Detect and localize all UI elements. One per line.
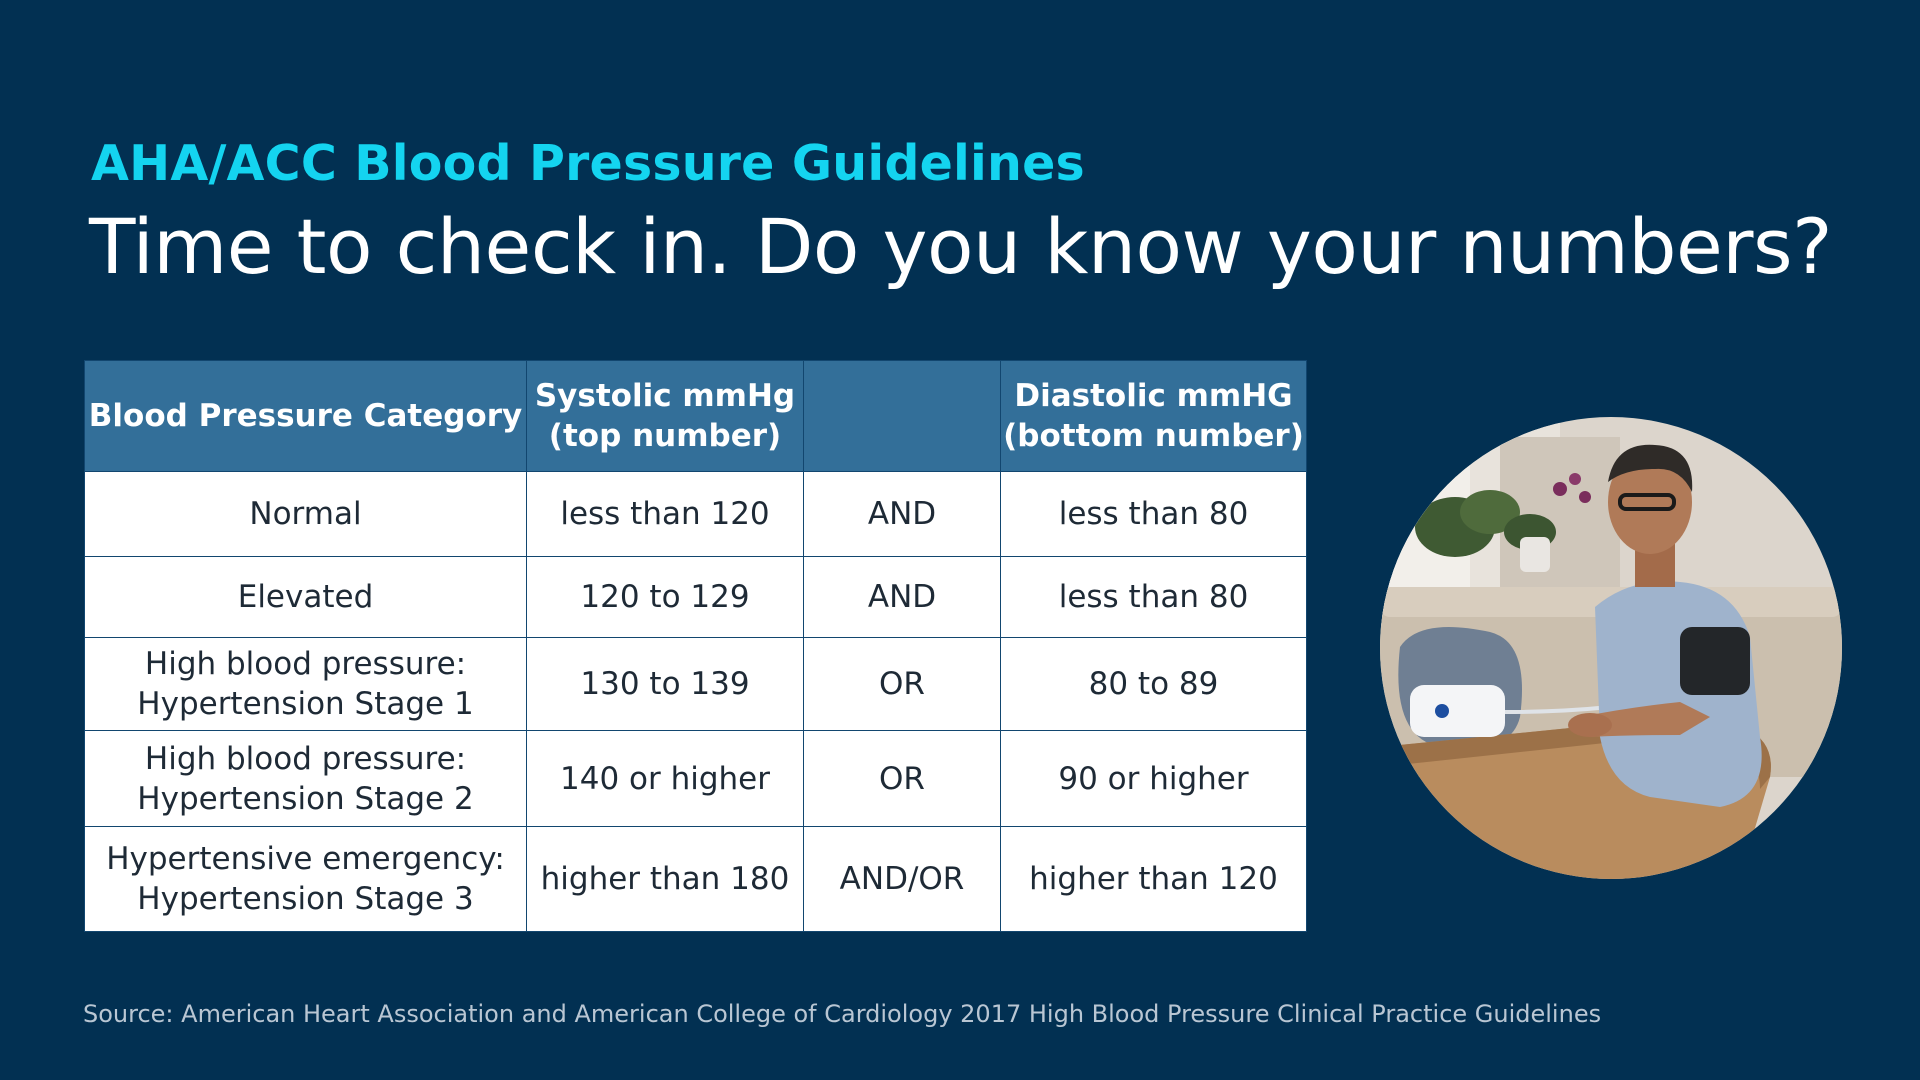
table-header-row: Blood Pressure Category Systolic mmHg (t… xyxy=(84,360,1307,472)
header-systolic: Systolic mmHg (top number) xyxy=(526,360,804,472)
table-row: Normal less than 120 AND less than 80 xyxy=(84,471,1307,557)
systolic-cell: 130 to 139 xyxy=(526,637,804,731)
blood-pressure-table: Blood Pressure Category Systolic mmHg (t… xyxy=(84,360,1307,932)
category-cell: Hypertensive emergency: Hypertension Sta… xyxy=(84,826,527,932)
table-row: Hypertensive emergency: Hypertension Sta… xyxy=(84,826,1307,932)
header-systolic-line2: (top number) xyxy=(548,418,782,454)
header-category-label: Blood Pressure Category xyxy=(88,398,523,434)
headline: Time to check in. Do you know your numbe… xyxy=(89,202,1832,291)
table-row: Elevated 120 to 129 AND less than 80 xyxy=(84,556,1307,638)
category-line2: Hypertension Stage 2 xyxy=(137,780,474,817)
category-line2: Hypertension Stage 1 xyxy=(137,686,474,722)
eyebrow-title: AHA/ACC Blood Pressure Guidelines xyxy=(91,135,1085,192)
header-category: Blood Pressure Category xyxy=(84,360,527,472)
category-line1: High blood pressure: xyxy=(144,740,467,777)
category-cell: Normal xyxy=(84,471,527,557)
connector-cell: AND/OR xyxy=(803,826,1001,932)
header-diastolic-line1: Diastolic mmHG xyxy=(1014,378,1293,414)
header-diastolic: Diastolic mmHG (bottom number) xyxy=(1000,360,1307,472)
table-row: High blood pressure: Hypertension Stage … xyxy=(84,637,1307,731)
systolic-cell: 140 or higher xyxy=(526,730,804,827)
diastolic-cell: less than 80 xyxy=(1000,471,1307,557)
diastolic-cell: 90 or higher xyxy=(1000,730,1307,827)
connector-cell: OR xyxy=(803,637,1001,731)
category-cell: Elevated xyxy=(84,556,527,638)
category-line1: High blood pressure: xyxy=(144,646,467,682)
source-citation: Source: American Heart Association and A… xyxy=(83,1000,1602,1028)
category-line1: Hypertensive emergency: xyxy=(106,841,505,877)
connector-cell: OR xyxy=(803,730,1001,827)
systolic-cell: higher than 180 xyxy=(526,826,804,932)
header-connector xyxy=(803,360,1001,472)
category-cell: High blood pressure: Hypertension Stage … xyxy=(84,730,527,827)
category-cell: High blood pressure: Hypertension Stage … xyxy=(84,637,527,731)
systolic-cell: less than 120 xyxy=(526,471,804,557)
category-line1: Normal xyxy=(249,496,362,532)
header-systolic-line1: Systolic mmHg xyxy=(534,378,796,414)
man-checking-blood-pressure-photo xyxy=(1380,417,1842,879)
systolic-cell: 120 to 129 xyxy=(526,556,804,638)
category-line1: Elevated xyxy=(237,579,374,615)
category-line2: Hypertension Stage 3 xyxy=(137,881,474,917)
connector-cell: AND xyxy=(803,556,1001,638)
connector-cell: AND xyxy=(803,471,1001,557)
diastolic-cell: 80 to 89 xyxy=(1000,637,1307,731)
diastolic-cell: higher than 120 xyxy=(1000,826,1307,932)
table-row: High blood pressure: Hypertension Stage … xyxy=(84,730,1307,827)
photo-illustration xyxy=(1380,417,1842,879)
header-diastolic-line2: (bottom number) xyxy=(1003,418,1304,454)
diastolic-cell: less than 80 xyxy=(1000,556,1307,638)
